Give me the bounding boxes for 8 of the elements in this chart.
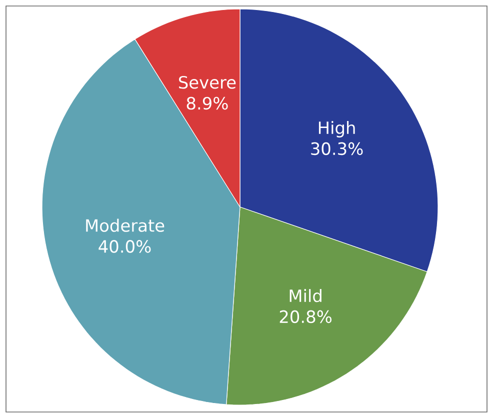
slice-label: Moderate — [86, 218, 164, 232]
slice-label: High — [318, 121, 355, 138]
data-label: 20.8% — [280, 310, 332, 324]
data-label: 8.9% — [186, 96, 228, 110]
slice-label: Severe — [179, 76, 236, 89]
slice-label: Mild — [290, 289, 322, 302]
data-label: 30.3% — [311, 142, 363, 156]
data-label: 40.0% — [98, 240, 151, 253]
